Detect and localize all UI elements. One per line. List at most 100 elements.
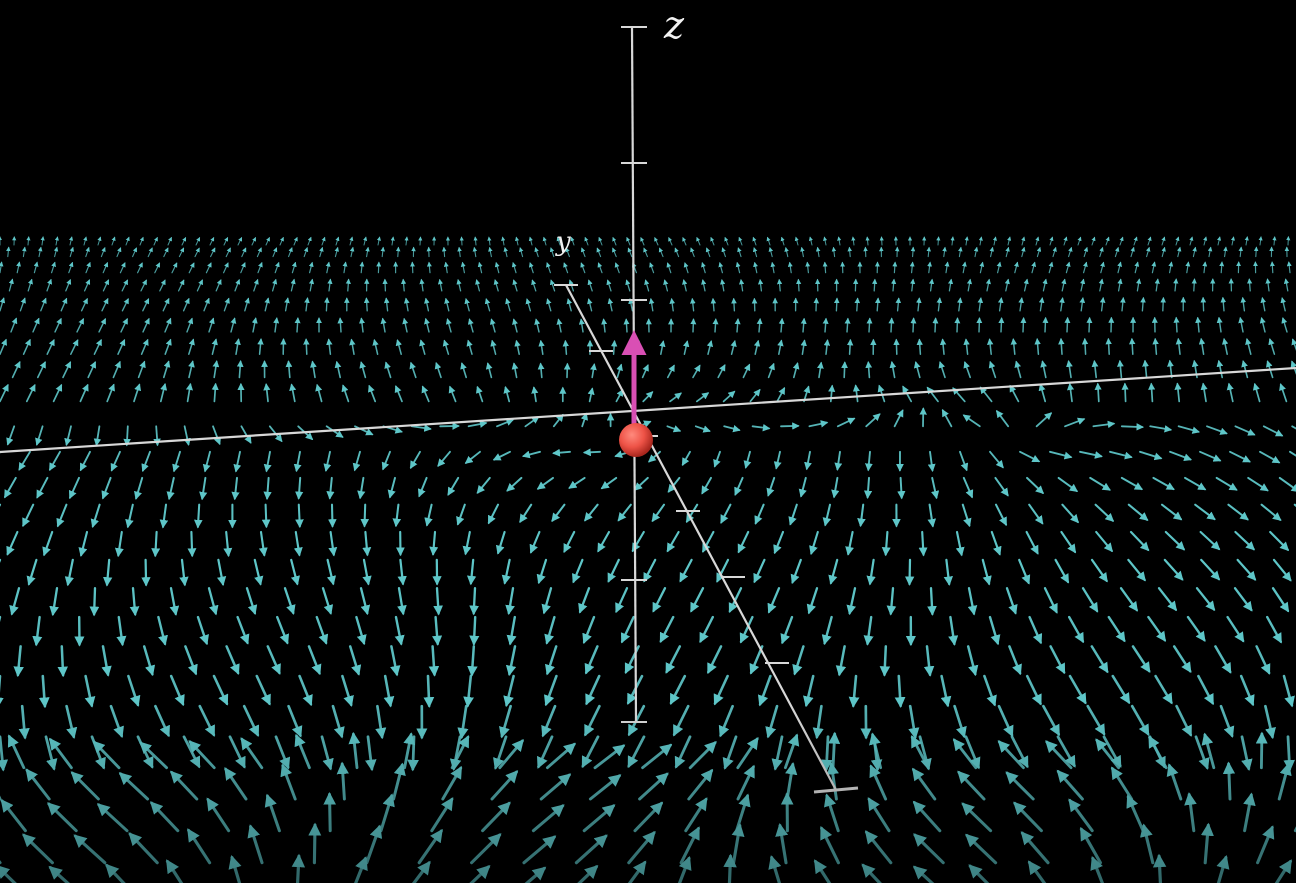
field-vector xyxy=(358,317,365,333)
field-vector xyxy=(666,425,682,433)
field-vector xyxy=(641,743,673,770)
field-vector xyxy=(865,361,873,379)
field-vector xyxy=(584,645,599,675)
field-vector xyxy=(205,262,212,274)
field-vector xyxy=(955,530,965,557)
field-vector xyxy=(433,587,443,616)
field-vector xyxy=(325,425,344,438)
field-vector xyxy=(83,279,91,292)
field-vector xyxy=(584,236,589,246)
field-vector xyxy=(936,236,941,246)
field-vector xyxy=(4,476,17,499)
field-vector xyxy=(76,318,85,333)
field-vector xyxy=(394,615,405,646)
field-vector xyxy=(289,383,297,403)
field-vector xyxy=(803,674,815,708)
field-vector xyxy=(822,503,832,527)
field-vector xyxy=(518,247,524,258)
field-vector xyxy=(195,236,201,246)
field-vector xyxy=(736,764,755,801)
field-vector xyxy=(1109,450,1133,460)
field-vector xyxy=(910,246,916,258)
field-vector xyxy=(125,236,130,246)
field-vector xyxy=(957,297,963,312)
field-vector xyxy=(240,262,246,274)
field-vector xyxy=(22,503,35,527)
field-vector xyxy=(1221,337,1229,355)
field-vector xyxy=(188,360,195,379)
field-vector xyxy=(418,236,423,246)
field-vector xyxy=(612,236,617,246)
field-vector xyxy=(545,742,577,770)
field-vector xyxy=(988,360,997,379)
field-vector xyxy=(1031,261,1037,274)
field-vector xyxy=(588,774,622,801)
field-vector xyxy=(247,824,264,865)
field-vector xyxy=(362,530,372,557)
field-vector xyxy=(737,530,750,554)
field-vector xyxy=(823,236,828,246)
field-vector xyxy=(780,615,794,645)
field-vector xyxy=(423,674,435,708)
field-vector xyxy=(1035,412,1053,428)
field-vector xyxy=(390,236,395,246)
field-vector xyxy=(457,246,462,258)
field-vector xyxy=(1121,382,1129,403)
field-vector xyxy=(831,246,837,258)
field-vector xyxy=(125,503,134,529)
field-vector xyxy=(731,297,737,312)
field-vector xyxy=(997,704,1014,738)
field-vector xyxy=(1236,558,1257,581)
field-vector xyxy=(223,236,229,246)
field-vector xyxy=(1004,278,1010,292)
field-vector xyxy=(25,384,36,403)
field-vector xyxy=(723,424,741,433)
field-vector xyxy=(627,735,646,769)
field-vector xyxy=(519,503,533,524)
field-vector xyxy=(585,674,601,706)
field-vector xyxy=(578,587,591,614)
field-vector xyxy=(1277,762,1292,801)
field-vector xyxy=(142,317,150,333)
field-vector xyxy=(990,530,1002,556)
field-vector xyxy=(1065,261,1071,274)
field-vector xyxy=(285,360,293,379)
field-vector xyxy=(514,236,520,246)
field-vector xyxy=(981,558,992,586)
field-vector xyxy=(1192,246,1197,258)
field-vector xyxy=(580,412,588,428)
field-vector xyxy=(129,587,140,617)
vector-field xyxy=(0,236,1296,883)
field-vector xyxy=(648,297,655,312)
field-vector xyxy=(147,247,153,258)
field-vector xyxy=(100,247,106,258)
field-vector xyxy=(265,236,270,246)
field-vector xyxy=(234,338,241,355)
field-vector xyxy=(287,704,303,738)
field-vector xyxy=(866,317,873,333)
field-vector xyxy=(717,364,726,379)
field-vector xyxy=(1049,236,1054,246)
field-vector xyxy=(1238,246,1244,258)
field-vector xyxy=(291,261,297,274)
field-vector xyxy=(85,261,91,274)
field-vector xyxy=(1094,382,1102,403)
field-vector xyxy=(1283,278,1290,292)
field-vector xyxy=(488,246,493,258)
field-vector xyxy=(587,279,593,292)
field-vector xyxy=(1168,261,1174,274)
field-vector xyxy=(682,279,688,292)
field-vector xyxy=(308,278,315,292)
field-vector xyxy=(997,297,1004,312)
field-vector xyxy=(203,297,210,312)
field-vector xyxy=(65,704,78,739)
field-vector xyxy=(487,236,492,246)
field-vector xyxy=(1279,383,1288,403)
field-vector xyxy=(648,450,661,463)
field-vector xyxy=(424,297,430,312)
field-vector xyxy=(961,261,967,274)
z-axis-label: z xyxy=(663,3,685,47)
field-vector xyxy=(424,317,430,333)
field-vector xyxy=(473,236,478,246)
field-vector xyxy=(864,830,893,865)
